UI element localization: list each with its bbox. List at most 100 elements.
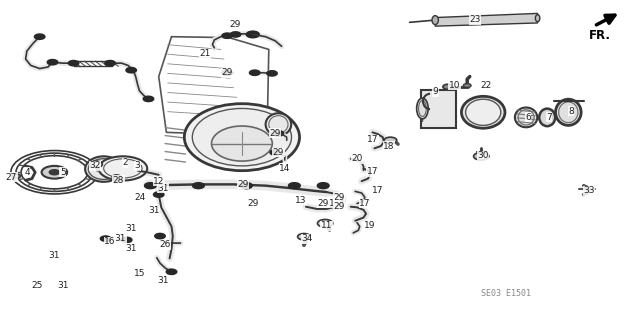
Ellipse shape xyxy=(466,99,501,125)
Ellipse shape xyxy=(515,108,538,127)
Ellipse shape xyxy=(184,104,300,171)
Circle shape xyxy=(384,137,397,144)
Ellipse shape xyxy=(461,96,505,128)
Text: 16: 16 xyxy=(104,237,116,246)
Text: FR.: FR. xyxy=(589,29,611,42)
Bar xyxy=(421,90,456,128)
Circle shape xyxy=(68,61,79,66)
Text: 7: 7 xyxy=(547,113,552,122)
Text: 6: 6 xyxy=(525,113,531,122)
Ellipse shape xyxy=(266,113,291,136)
Circle shape xyxy=(241,183,252,189)
Text: 29: 29 xyxy=(273,148,284,157)
Text: 24: 24 xyxy=(134,193,145,202)
Text: 29: 29 xyxy=(317,199,329,208)
Text: 33: 33 xyxy=(583,186,595,195)
Text: 27: 27 xyxy=(6,173,17,182)
Text: 29: 29 xyxy=(237,180,249,189)
Circle shape xyxy=(49,170,60,175)
Circle shape xyxy=(463,84,471,87)
Text: 15: 15 xyxy=(134,269,145,278)
Text: 23: 23 xyxy=(469,15,481,24)
Text: 30: 30 xyxy=(477,151,489,160)
Text: 9: 9 xyxy=(433,87,438,96)
Ellipse shape xyxy=(417,98,428,119)
Text: 31: 31 xyxy=(157,276,169,285)
Polygon shape xyxy=(435,13,538,26)
Text: 4: 4 xyxy=(24,168,29,177)
Circle shape xyxy=(99,156,147,181)
Text: 17: 17 xyxy=(367,135,378,144)
Text: 31: 31 xyxy=(125,244,137,253)
Text: 17: 17 xyxy=(367,167,378,176)
Ellipse shape xyxy=(432,16,438,25)
Text: 1: 1 xyxy=(329,199,334,208)
Text: 13: 13 xyxy=(295,196,307,205)
Circle shape xyxy=(246,31,259,38)
Text: 29: 29 xyxy=(333,202,345,211)
Text: 29: 29 xyxy=(221,68,233,77)
Circle shape xyxy=(12,174,20,178)
Circle shape xyxy=(474,152,489,160)
Ellipse shape xyxy=(85,156,122,182)
Text: 31: 31 xyxy=(49,251,60,260)
Text: 34: 34 xyxy=(301,234,313,243)
Text: 31: 31 xyxy=(148,206,159,215)
Circle shape xyxy=(298,234,310,240)
Ellipse shape xyxy=(556,99,581,125)
Circle shape xyxy=(154,192,164,197)
Text: 22: 22 xyxy=(481,81,492,90)
Text: 18: 18 xyxy=(383,142,395,151)
Text: 5: 5 xyxy=(60,168,65,177)
Circle shape xyxy=(250,70,260,75)
Text: 17: 17 xyxy=(372,186,383,195)
Circle shape xyxy=(222,33,232,38)
Circle shape xyxy=(100,236,111,241)
Text: 31: 31 xyxy=(115,234,126,243)
Circle shape xyxy=(443,84,453,89)
Text: 31: 31 xyxy=(157,184,169,193)
Text: 12: 12 xyxy=(153,177,164,186)
Text: 14: 14 xyxy=(279,164,291,173)
Circle shape xyxy=(270,150,280,155)
Text: 20: 20 xyxy=(351,154,363,163)
Circle shape xyxy=(35,34,45,39)
Ellipse shape xyxy=(88,159,119,180)
Circle shape xyxy=(105,61,115,66)
Circle shape xyxy=(317,219,333,227)
Text: 29: 29 xyxy=(247,199,259,208)
Text: 29: 29 xyxy=(333,193,345,202)
Text: 21: 21 xyxy=(199,49,211,58)
Circle shape xyxy=(47,60,58,65)
Text: 31: 31 xyxy=(125,224,137,233)
Circle shape xyxy=(166,269,177,274)
Circle shape xyxy=(42,166,67,179)
Text: SE03 E1501: SE03 E1501 xyxy=(481,289,531,298)
Text: 2: 2 xyxy=(122,158,127,167)
Text: 8: 8 xyxy=(568,107,573,115)
Text: 19: 19 xyxy=(364,221,376,230)
Circle shape xyxy=(230,32,241,37)
Circle shape xyxy=(90,161,102,167)
Circle shape xyxy=(222,70,232,75)
Circle shape xyxy=(273,131,284,136)
Ellipse shape xyxy=(193,108,292,166)
Text: 31: 31 xyxy=(57,281,68,290)
Circle shape xyxy=(122,237,132,242)
Circle shape xyxy=(267,71,277,76)
Circle shape xyxy=(317,183,329,189)
Text: 29: 29 xyxy=(269,129,281,138)
Text: 28: 28 xyxy=(113,176,124,185)
Circle shape xyxy=(112,175,121,179)
Text: 29: 29 xyxy=(230,20,241,29)
Circle shape xyxy=(143,96,154,101)
Text: 10: 10 xyxy=(449,81,460,90)
Text: 32: 32 xyxy=(89,161,100,170)
Circle shape xyxy=(193,183,204,189)
Text: 11: 11 xyxy=(321,221,332,230)
Circle shape xyxy=(126,68,136,73)
Circle shape xyxy=(289,183,300,189)
Text: 26: 26 xyxy=(159,241,171,249)
Ellipse shape xyxy=(535,15,540,22)
Text: 17: 17 xyxy=(359,199,371,208)
